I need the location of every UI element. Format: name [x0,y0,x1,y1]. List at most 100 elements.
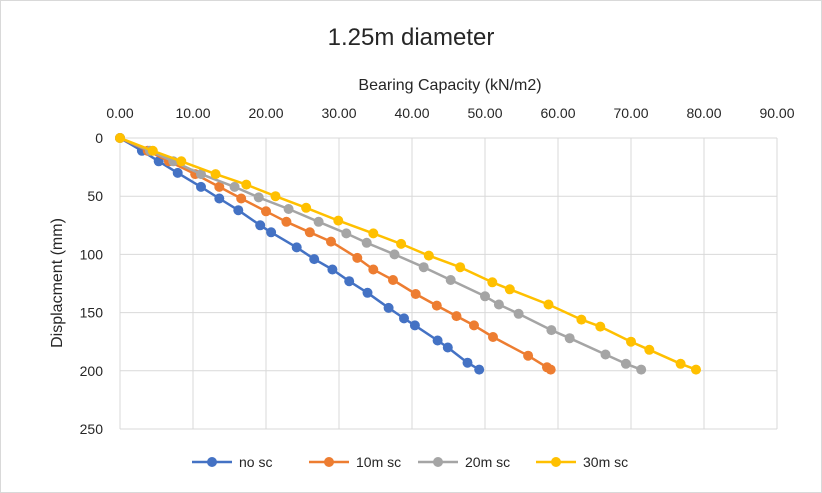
y-tick-label: 200 [80,363,104,379]
data-point [281,216,292,227]
data-point [431,300,442,311]
data-point [545,364,556,375]
legend-label: 20m sc [465,454,510,470]
data-point [480,291,490,302]
data-point [253,192,264,203]
data-point [301,202,312,213]
legend-item: 20m sc [418,454,510,470]
data-point [389,249,400,260]
data-point [266,227,277,238]
x-tick-label: 90.00 [759,105,794,121]
data-point [410,289,421,299]
data-point [409,320,420,331]
data-point [543,299,554,310]
x-tick-label: 40.00 [394,105,429,121]
data-point [326,236,336,247]
x-tick-label: 20.00 [248,105,283,121]
data-point [396,238,407,249]
data-point [361,237,372,248]
data-point [644,344,655,355]
data-point [229,181,240,192]
data-point [600,349,611,360]
chart-title: 1.25m diameter [328,24,495,51]
data-point [214,181,225,192]
data-point [304,227,315,238]
data-point [270,191,281,202]
y-tick-label: 100 [80,246,104,262]
y-axis-title: Displacment (mm) [49,218,66,348]
x-tick-label: 10.00 [175,105,210,121]
data-point [432,335,443,346]
data-point [368,228,379,239]
data-point [513,308,524,319]
x-tick-label: 60.00 [540,105,575,121]
data-point [313,216,324,227]
data-point [352,252,363,263]
gridlines [119,137,778,430]
data-point [523,350,534,361]
data-point [255,220,266,231]
data-point [383,302,394,313]
legend-item: 10m sc [309,454,401,470]
data-point [504,284,515,295]
legend-swatch-marker [324,457,334,467]
y-tick-label: 0 [95,130,103,146]
data-point [283,204,294,214]
legend-item: 30m sc [536,454,628,470]
data-point [214,193,225,204]
data-point [196,169,206,180]
data-point [576,314,587,325]
data-point [423,250,434,261]
y-tick-label: 50 [87,188,103,204]
legend-swatch-marker [207,457,217,467]
series-line [119,136,697,371]
legend: no sc 10m sc 20m sc 30m sc [192,454,628,470]
data-point [595,321,606,332]
data-point [362,287,373,298]
data-point [399,313,409,324]
data-point [487,277,498,288]
y-tick-label: 150 [80,305,104,321]
data-point [691,364,701,375]
x-tick-label: 30.00 [321,105,356,121]
data-point [455,262,466,273]
y-tick-label: 250 [80,421,104,437]
data-point [620,358,631,369]
data-point [493,299,504,310]
data-point [341,228,352,239]
data-point [445,275,456,285]
data-point [368,264,379,275]
data-point [636,364,647,375]
data-point [210,169,221,180]
data-point [172,167,183,178]
data-point [451,311,462,322]
data-point [333,215,344,226]
x-tick-label: 70.00 [613,105,648,121]
legend-label: 30m sc [583,454,628,470]
data-point [626,336,636,347]
y-axis-ticks: 0 50 100 150 200 250 [80,130,104,437]
data-point [469,320,479,331]
data-point [474,364,485,375]
series-line [119,136,552,371]
x-tick-label: 0.00 [106,105,133,121]
data-point [233,205,244,216]
legend-label: 10m sc [356,454,401,470]
data-point [675,358,686,369]
plot-series [115,133,701,375]
legend-item: no sc [192,454,272,470]
legend-swatch-marker [433,457,443,467]
data-point [236,193,247,204]
data-point [115,133,125,143]
x-axis-ticks: 0.00 10.00 20.00 30.00 40.00 50.00 60.00 70.00 8… [106,105,794,121]
data-point [261,206,271,217]
data-point [309,254,320,265]
x-tick-label: 80.00 [686,105,721,121]
data-point [147,145,158,156]
data-point [291,242,302,253]
data-point [488,332,498,342]
data-point [442,342,453,353]
data-point [546,325,557,336]
x-tick-label: 50.00 [467,105,502,121]
